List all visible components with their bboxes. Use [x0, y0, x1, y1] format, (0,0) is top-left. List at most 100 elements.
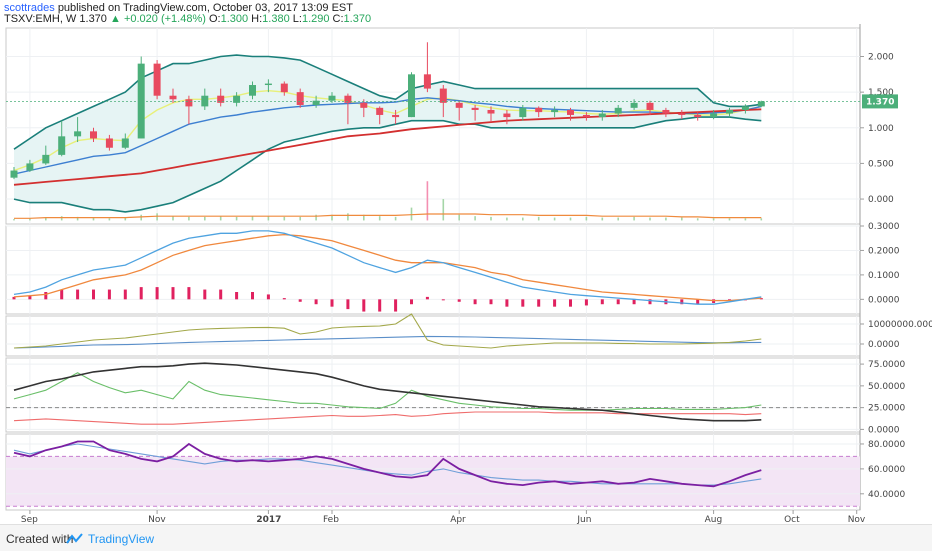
candle-body	[249, 85, 256, 96]
candle-body	[503, 113, 511, 118]
candle-body	[519, 107, 527, 118]
close-label: C:	[332, 13, 344, 25]
last-price-badge	[862, 94, 898, 109]
macd-line	[13, 230, 762, 305]
candle-body	[169, 95, 177, 100]
candle-body	[344, 95, 352, 103]
candle-body	[280, 83, 288, 93]
open-value: 1.300	[220, 13, 249, 25]
volume-bar	[235, 216, 238, 221]
chart-area[interactable]: 2.000 1.500 1.000 0.500 0.000 1.370 0.3000 0.20…	[0, 24, 932, 524]
macd-histogram-bar	[378, 299, 382, 312]
volume-bar	[394, 216, 397, 221]
rsi-line	[13, 440, 762, 488]
price-y-tick-label: 1.000	[868, 124, 894, 134]
candle-body	[741, 106, 749, 110]
price-y-tick-label: 0.000	[868, 195, 894, 205]
volume-bar	[29, 218, 31, 221]
last-price: 1.370	[79, 13, 107, 25]
chart-header: scottrades published on TradingView.com,…	[0, 0, 932, 25]
symbol-label: TSXV:EMH, W	[4, 13, 77, 25]
volume-bar	[633, 216, 635, 221]
osc-y-tick-label: 10000000.0000	[868, 320, 932, 330]
candle-body	[551, 109, 559, 113]
change-value: +0.020 (+1.48%)	[123, 13, 206, 25]
volume-bar	[13, 219, 15, 221]
macd-y-tick-label: 0.0000	[868, 295, 900, 305]
volume-bar	[299, 216, 301, 221]
volume-bar	[458, 214, 460, 221]
candle-body	[201, 95, 209, 107]
candle-body	[121, 138, 129, 148]
publish-line: scottrades published on TradingView.com,…	[4, 2, 353, 14]
candle-body	[471, 107, 479, 110]
volume-bar	[363, 214, 365, 221]
volume-bar	[172, 216, 174, 221]
macd-histogram-bar	[569, 299, 572, 307]
candle-body	[153, 63, 161, 96]
candle-body	[58, 136, 66, 155]
osc-y-tick-label: 0.0000	[868, 340, 900, 350]
candle-body	[678, 113, 686, 115]
candle-body	[710, 113, 718, 118]
volume-bar	[712, 218, 715, 221]
candle-body	[376, 107, 384, 115]
candle-body	[439, 88, 447, 103]
macd-y-tick-label: 0.2000	[868, 246, 900, 256]
low-value: 1.290	[301, 13, 330, 25]
macd-y-tick-label: 0.1000	[868, 271, 900, 281]
candle-body	[662, 109, 670, 114]
last-price-badge-label: 1.370	[866, 97, 894, 107]
candle-body	[408, 74, 415, 118]
price-y-tick-label: 0.500	[868, 159, 894, 169]
candle-body	[582, 114, 590, 118]
published-text: published on TradingView.com, October 03…	[57, 2, 353, 14]
volume-bar	[251, 216, 254, 221]
macd-histogram-bar	[123, 289, 127, 300]
volume-bar	[92, 217, 95, 221]
volume-bar	[490, 216, 492, 221]
price-y-tick-label: 2.000	[868, 53, 894, 63]
macd-histogram-bar	[92, 289, 95, 300]
volume-bar	[537, 216, 540, 221]
rsi-ma-line	[13, 443, 762, 486]
macd-histogram-bar	[505, 299, 509, 307]
volume-bar	[124, 217, 127, 221]
x-tick-label: Feb	[323, 515, 339, 524]
x-tick-label: Nov	[148, 515, 166, 524]
author-link[interactable]: scottrades	[4, 2, 55, 14]
macd-histogram-bar	[553, 299, 557, 307]
volume-bar	[744, 218, 747, 221]
candle-body	[217, 95, 225, 103]
macd-histogram-bar	[44, 292, 48, 300]
macd-histogram-bar	[425, 296, 429, 300]
macd-histogram-bar	[410, 299, 413, 305]
volume-bar	[60, 216, 63, 221]
volume-bar	[347, 213, 349, 221]
macd-histogram-bar	[600, 299, 604, 305]
macd-histogram-bar	[696, 299, 700, 305]
tradingview-brand-link[interactable]: TradingView	[88, 532, 155, 546]
volume-bar	[665, 217, 667, 221]
osc-line-olive	[13, 313, 762, 349]
volume-bar	[76, 216, 79, 221]
macd-histogram-bar	[680, 299, 684, 305]
rsi-band-fill	[6, 456, 860, 507]
macd-histogram-bar	[107, 289, 111, 300]
up-arrow-icon: ▲	[109, 13, 121, 25]
volume-bar	[474, 216, 476, 221]
volume-bar	[696, 218, 699, 221]
candle-body	[487, 109, 495, 114]
x-tick-label: Jun	[576, 515, 591, 524]
candle-body	[233, 95, 241, 103]
open-label: O:	[208, 13, 221, 25]
dmi-y-tick-label: 25.0000	[868, 404, 905, 414]
macd-histogram-bar	[203, 289, 207, 300]
candle-body	[614, 107, 622, 114]
x-tick-label: Aug	[705, 515, 723, 524]
macd-histogram-bar	[584, 299, 588, 306]
volume-bar	[156, 213, 158, 221]
candle-body	[312, 100, 320, 105]
macd-histogram-bar	[457, 299, 461, 302]
macd-histogram-bar	[346, 299, 350, 310]
